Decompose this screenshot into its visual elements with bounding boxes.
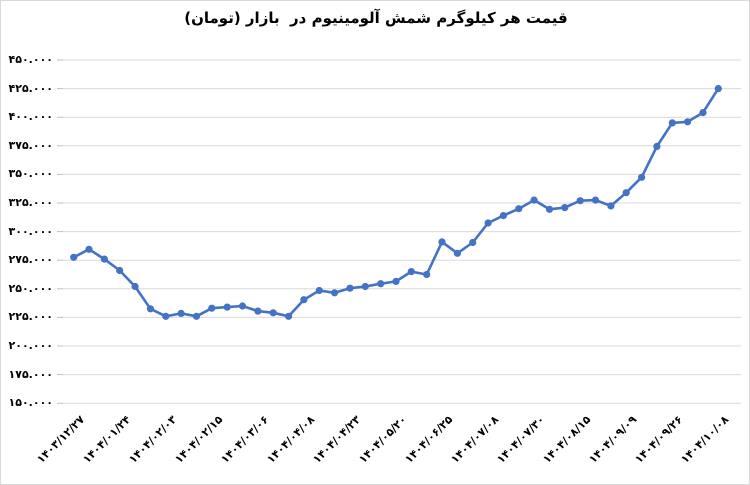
data-point-marker: [407, 268, 415, 276]
data-point-marker: [638, 173, 646, 181]
data-point-marker: [484, 219, 492, 227]
data-point-marker: [238, 302, 247, 310]
data-point-marker: [70, 253, 78, 261]
data-point-marker: [653, 142, 661, 150]
data-point-marker: [361, 282, 369, 291]
data-point-marker: [315, 286, 323, 295]
data-point-marker: [530, 196, 538, 204]
data-point-marker: [285, 312, 293, 320]
data-point-marker: [392, 277, 400, 285]
y-axis-label: ۲۲۵.۰۰۰: [8, 310, 53, 324]
data-point-marker: [346, 284, 354, 292]
data-point-marker: [116, 266, 124, 275]
data-point-marker: [545, 205, 554, 213]
data-point-marker: [269, 309, 277, 317]
chart-title: قیمت هر کیلوگرم شمش آلومینیوم در بازار (…: [184, 9, 568, 27]
data-point-marker: [622, 189, 630, 197]
data-point-marker: [131, 282, 139, 291]
y-axis-label: ۳۰۰.۰۰۰: [8, 224, 53, 238]
y-axis-label: ۳۷۵.۰۰۰: [8, 138, 53, 152]
data-point-marker: [192, 312, 201, 320]
data-point-marker: [684, 118, 692, 126]
y-axis-label: ۳۲۵.۰۰۰: [8, 196, 53, 209]
data-point-marker: [331, 289, 339, 297]
data-point-marker: [668, 119, 676, 127]
data-point-marker: [177, 309, 185, 317]
data-point-marker: [699, 109, 707, 117]
y-axis-label: ۱۵۰.۰۰۰: [8, 396, 53, 410]
data-point-marker: [499, 212, 507, 220]
y-axis-label: ۴۲۵.۰۰۰: [8, 81, 53, 95]
y-axis-label: ۱۷۵.۰۰۰: [8, 367, 53, 381]
data-point-marker: [469, 238, 477, 247]
data-point-marker: [100, 255, 108, 263]
data-point-marker: [453, 249, 461, 257]
y-axis-label: ۲۰۰.۰۰۰: [8, 339, 53, 352]
data-point-marker: [300, 296, 308, 304]
y-axis-label: ۴۵۰.۰۰۰: [8, 53, 53, 66]
data-point-marker: [438, 238, 446, 246]
data-point-marker: [561, 204, 569, 212]
data-point-marker: [254, 307, 262, 315]
data-point-marker: [714, 85, 722, 93]
data-point-marker: [607, 202, 615, 210]
y-axis-label: ۲۷۵.۰۰۰: [8, 253, 53, 267]
data-point-marker: [162, 312, 170, 320]
data-point-marker: [423, 270, 431, 279]
data-point-marker: [591, 196, 600, 204]
data-point-marker: [85, 245, 93, 253]
data-point-marker: [146, 305, 154, 313]
y-axis-label: ۲۵۰.۰۰۰: [8, 281, 53, 295]
data-point-marker: [515, 205, 523, 213]
data-point-marker: [223, 303, 231, 311]
y-axis-label: ۳۵۰.۰۰۰: [8, 167, 53, 181]
data-point-marker: [576, 197, 584, 205]
data-point-marker: [377, 280, 385, 288]
data-point-marker: [208, 304, 216, 312]
y-axis-label: ۴۰۰.۰۰۰: [8, 110, 53, 124]
